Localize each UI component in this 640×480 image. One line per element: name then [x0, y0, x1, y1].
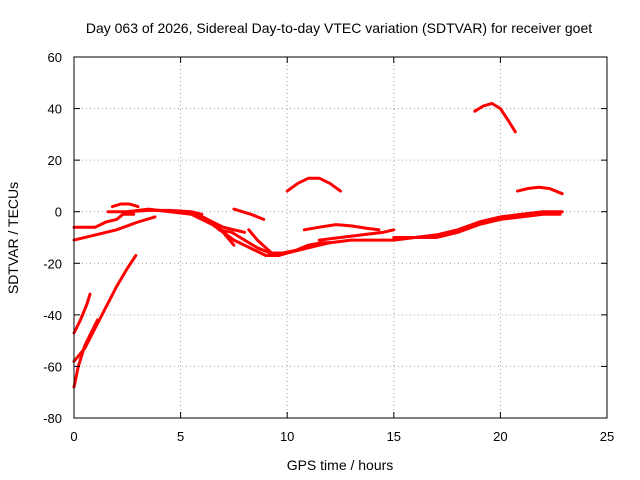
series-line-sat-j	[196, 212, 247, 234]
series-line-sat-n	[285, 176, 342, 193]
plot-frame	[73, 56, 608, 419]
x-tick-label: 20	[493, 429, 507, 444]
series-line-sat-f	[110, 202, 140, 209]
x-tick-label: 0	[70, 429, 77, 444]
y-tick-label: -40	[43, 308, 62, 323]
series-line-sat-r	[473, 101, 517, 134]
series-line-sat-l	[217, 228, 332, 255]
y-tick-label: 0	[55, 205, 62, 220]
x-tick-label: 15	[387, 429, 401, 444]
series-line-sat-m	[247, 228, 276, 257]
data-series	[72, 101, 564, 389]
series-line-sat-a	[72, 292, 92, 335]
y-tick-label: -20	[43, 256, 62, 271]
y-tick-label: -80	[43, 411, 62, 426]
series-line-sat-q	[392, 210, 564, 239]
series-line-sat-h	[125, 207, 562, 257]
series-line-sat-c	[72, 254, 138, 363]
x-tick-label: 5	[177, 429, 184, 444]
x-tick-label: 10	[280, 429, 294, 444]
series-line-sat-p	[317, 228, 396, 242]
y-axis-label: SDTVAR / TECUs	[5, 182, 21, 294]
y-tick-label: 40	[48, 102, 62, 117]
y-tick-label: 60	[48, 50, 62, 65]
series-line-sat-s	[516, 185, 564, 196]
series-line-sat-o	[302, 223, 381, 232]
x-tick-label: 25	[600, 429, 614, 444]
series-line-sat-e	[72, 212, 136, 229]
y-tick-label: 20	[48, 153, 62, 168]
axis-ticks: 0 5 10 15 20 25 -80 -60 -40 -20 0 20 40 60	[43, 50, 614, 444]
chart-title: Day 063 of 2026, Sidereal Day-to-day VTE…	[86, 20, 592, 36]
y-tick-label: -60	[43, 359, 62, 374]
series-line-sat-k	[232, 207, 266, 221]
x-axis-label: GPS time / hours	[287, 457, 394, 473]
series-line-sat-d	[72, 215, 157, 242]
